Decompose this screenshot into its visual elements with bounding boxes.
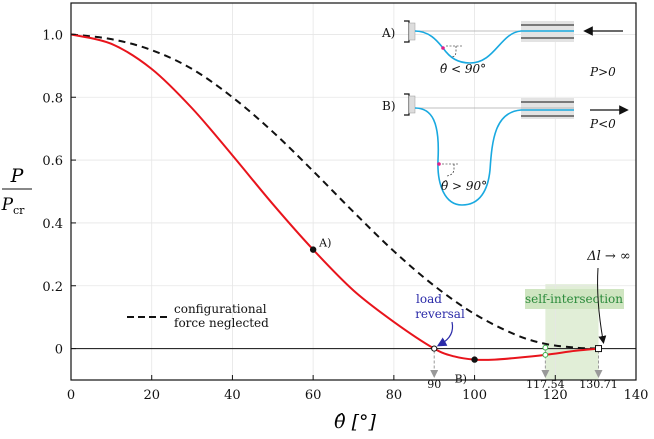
inset-a-rod	[414, 30, 574, 64]
vertical-markers: 90 117.54 130.71	[427, 344, 618, 391]
curve-marker-label: A)	[318, 237, 331, 250]
x-axis-label: θ̂ [°]	[334, 411, 376, 433]
y-label-subscript: cr	[13, 204, 25, 217]
x-tick-label: 0	[67, 388, 75, 403]
y-tick-label: 0.8	[42, 91, 63, 106]
delta-l-point	[595, 345, 603, 353]
curve-markers: A) B)	[309, 237, 478, 386]
red-curve	[70, 33, 599, 361]
y-tick-label: 0.2	[42, 280, 63, 295]
y-label-numerator: P	[10, 165, 25, 187]
dashed-curve	[70, 33, 599, 350]
vertical-marker-label: 90	[427, 378, 441, 391]
inset-a-force: P>0	[589, 65, 616, 79]
x-tick-label: 120	[543, 388, 568, 403]
load-reversal-arrow	[436, 321, 454, 347]
delta-l-label: Δl → ∞	[586, 249, 631, 264]
self-intersection-label: self-intersection	[525, 292, 623, 306]
vertical-marker-label: 117.54	[526, 378, 565, 391]
self-intersection-label-box	[525, 289, 624, 309]
inset-b-tag: B)	[382, 99, 396, 113]
x-tick-label: 20	[143, 388, 160, 403]
x-ticks: 0 20 40 60 80 100 120 140	[67, 375, 649, 403]
load-reversal-line1: load	[416, 292, 442, 306]
y-axis-label: P Pcr	[1, 165, 32, 217]
inset-a-clamp	[408, 22, 416, 41]
y-tick-label: 0.4	[42, 217, 63, 232]
legend-label: configurational force neglected	[174, 302, 269, 330]
inset-a-tag: A)	[381, 26, 395, 40]
inset-b-angle-arc	[442, 163, 459, 177]
inset-b-point	[437, 162, 441, 166]
x-tick-label: 140	[624, 388, 649, 403]
plot-frame	[70, 2, 637, 381]
reversal-point	[431, 345, 438, 352]
x-tick-label: 60	[305, 388, 322, 403]
inset-b-angle: θ̂ > 90°	[441, 179, 487, 193]
curve-marker	[309, 246, 317, 253]
inset-schematic: A) θ̂ < 90° P>0 B) θ̂ > 90° P<0	[381, 20, 629, 206]
inset-a-point	[441, 46, 445, 50]
y-tick-label: 0.6	[42, 154, 63, 169]
delta-l-arrow	[597, 267, 607, 344]
inset-a-wall	[404, 20, 410, 43]
vertical-marker-label: 130.71	[579, 378, 618, 391]
x-tick-label: 40	[224, 388, 241, 403]
self-intersection-point-red	[542, 351, 549, 358]
y-ticks: 0 0.2 0.4 0.6 0.8 1.0	[42, 28, 76, 358]
inset-b-sleeve	[521, 98, 574, 119]
x-tick-label: 80	[386, 388, 403, 403]
inset-b-rod	[414, 107, 574, 206]
curve-marker	[471, 356, 478, 363]
y-tick-label: 0	[55, 343, 63, 358]
inset-a-angle: θ̂ < 90°	[440, 62, 486, 76]
self-intersection-point-dashed	[542, 344, 549, 351]
y-label-denominator: Pcr	[1, 195, 26, 217]
legend: configurational force neglected	[127, 302, 269, 330]
inset-a-angle-arc	[446, 45, 462, 58]
y-tick-label: 1.0	[42, 28, 63, 43]
x-tick-label: 100	[462, 388, 487, 403]
curve-marker-label: B)	[455, 373, 467, 386]
inset-b-clamp	[408, 95, 416, 114]
load-reversal-line2: reversal	[415, 307, 465, 321]
inset-b-force: P<0	[589, 117, 616, 131]
